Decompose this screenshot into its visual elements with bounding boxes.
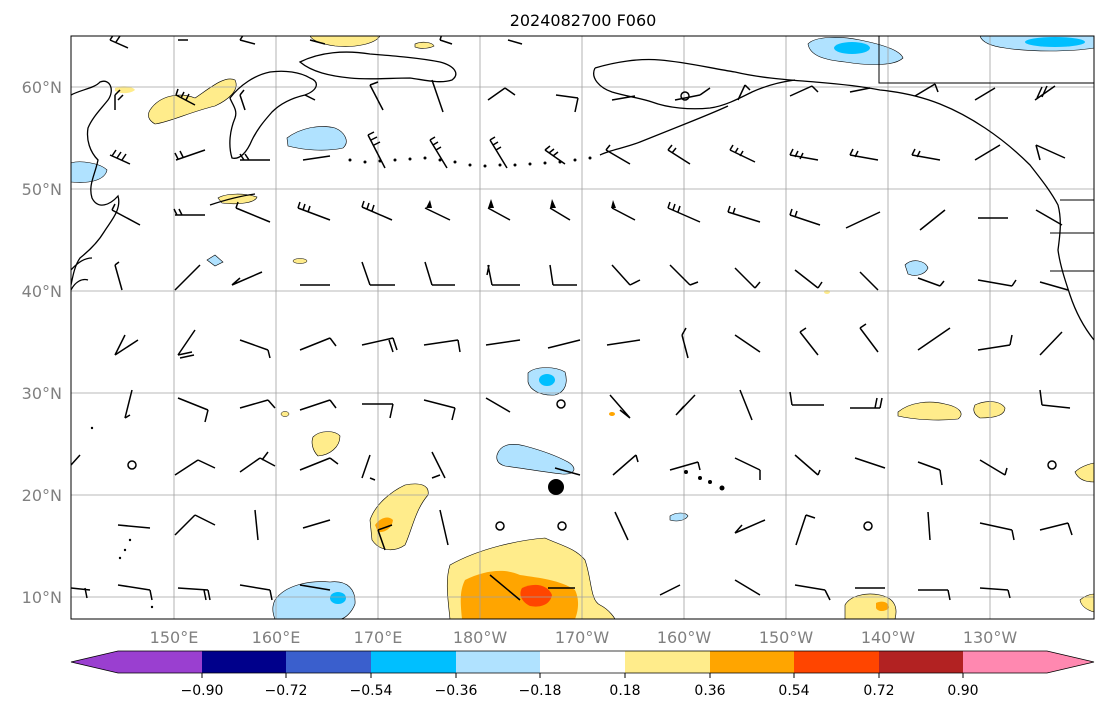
shade-cyan-28n [539,374,555,386]
lat-label: 60°N [22,78,62,97]
shade-yellow-se [844,593,897,619]
colorbar-tick-label: 0.54 [778,683,809,699]
colorbar-tick-label: −0.18 [519,683,562,699]
lon-label: 160°E [252,628,301,647]
colorbar-tick-label: −0.36 [435,683,478,699]
coast-japan [71,257,93,291]
lon-label: 140°W [861,628,916,647]
lon-label: 150°W [759,628,814,647]
shade-blue-44n [206,254,224,267]
shade-yellow-e [1074,462,1094,483]
colorbar-swatch [118,651,202,673]
island-chains [90,156,725,609]
map-title: 2024082700 F060 [510,11,657,30]
shading-positive [115,36,1094,619]
lat-label: 30°N [22,384,62,403]
colorbar-extend-low [71,651,118,673]
shade-yellow-dot1 [292,258,308,264]
colorbar-extend-high [1047,651,1094,673]
coast-asia [71,80,120,286]
shade-cyan-ne [834,42,870,54]
shade-red-south [520,584,552,607]
shade-yellow-dot3 [609,412,615,416]
lon-label: 160°W [657,628,712,647]
colorbar-swatch [625,651,710,673]
colorbar-swatch [540,651,625,673]
shade-yellow-se2 [1079,593,1094,613]
shade-yellow-ne1 [897,401,962,421]
gridlines [71,36,1094,619]
lat-labels: 60°N 50°N 40°N 30°N 20°N 10°N [22,78,62,607]
shade-blue-south [272,581,356,619]
wind-barbs [71,36,1073,601]
shade-yellow-nw2 [115,86,135,94]
shade-blue-w [71,161,108,183]
shade-yellow-50n [217,193,258,205]
coast-chukotka [298,51,457,83]
colorbar-swatch [963,651,1047,673]
shade-yellow-top [309,36,381,47]
lon-labels: 150°E 160°E 170°E 180°W 170°W 160°W 150°… [150,628,1018,647]
lat-label: 10°N [22,588,62,607]
colorbar-swatch [794,651,879,673]
colorbar-outline [70,650,1095,674]
shade-yellow-west [369,483,429,550]
lon-label: 180°W [453,628,508,647]
colorbar-swatch [710,651,794,673]
shade-cyan-south [330,592,346,604]
coast-alaska [594,58,1094,341]
shade-blue-42n [904,260,929,276]
colorbar-swatch [286,651,371,673]
lat-label: 40°N [22,282,62,301]
shade-orange-south [460,570,579,619]
colorbar-tick-label: 0.72 [863,683,894,699]
shade-yellow-top2 [414,41,435,49]
shade-yellow-ne2 [973,401,1006,419]
shade-orange-se [876,601,889,611]
shade-blue-hawaii [496,444,575,475]
plot-frame [70,35,1095,620]
coast-kamchatka [229,70,317,159]
colorbar-tick-label: 0.90 [947,683,978,699]
lat-label: 50°N [22,180,62,199]
lat-label: 20°N [22,486,62,505]
lon-label: 150°E [150,628,199,647]
colorbar-swatch [371,651,456,673]
colorbar-tick-label: −0.72 [265,683,308,699]
colorbar-swatch [456,651,540,673]
shade-yellow-dot2 [280,411,290,417]
wind-barb-flags [426,199,616,208]
shade-blue-18n [669,512,689,522]
lon-label: 170°E [354,628,403,647]
colorbar-tick-label: 0.36 [694,683,725,699]
shade-yellow-nw1 [148,78,237,125]
storm-center-marker [548,479,564,495]
colorbar-tick-label: −0.54 [350,683,393,699]
lon-label: 130°W [963,628,1018,647]
colorbar-swatch [202,651,286,673]
plot-area [71,36,1094,619]
coast-alaska-pen [593,67,796,110]
coastlines [71,51,1094,341]
shade-cyan-ne2 [1025,37,1085,47]
colorbar-swatch [879,651,963,673]
shade-orange-west [375,517,393,533]
lon-label: 170°W [555,628,610,647]
colorbar: −0.90 −0.72 −0.54 −0.36 −0.18 0.18 0.36 … [70,650,1095,699]
borders [878,36,1094,272]
colorbar-tick-label: −0.90 [181,683,224,699]
shading-negative [71,36,1094,619]
shade-yellow-25n [311,431,341,457]
colorbar-tick-label: 0.18 [609,683,640,699]
shade-blue-nw [286,126,347,151]
coast-aleutians [209,105,729,206]
calm-wind-circles [127,91,1057,531]
